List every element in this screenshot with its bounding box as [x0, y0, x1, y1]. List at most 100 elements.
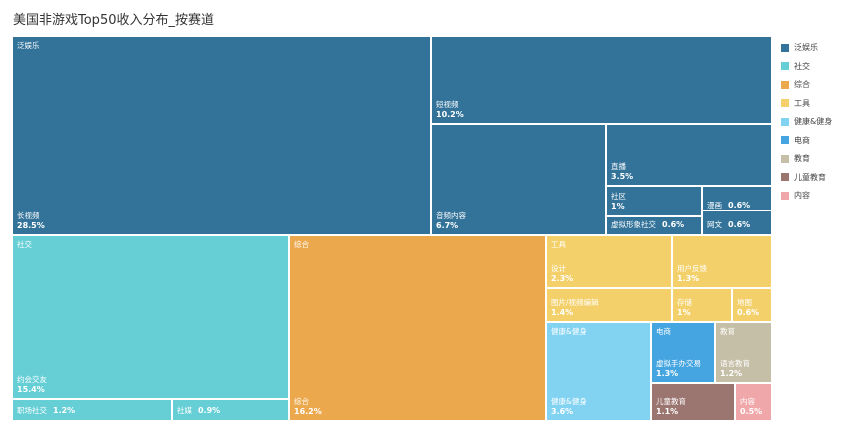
legend-swatch [781, 191, 789, 200]
chart-title: 美国非游戏Top50收入分布_按赛道 [13, 13, 214, 28]
treemap-cell: 短视频 10.2% [431, 36, 772, 124]
treemap-label: 地图 0.6% [737, 298, 759, 318]
treemap-label-name: 短视频 [436, 100, 459, 109]
treemap-label-value: 0.9% [198, 406, 221, 415]
legend-item[interactable]: 内容 [781, 185, 810, 200]
legend-label: 内容 [794, 191, 810, 200]
legend-label: 工具 [794, 98, 810, 108]
treemap-label-value: 1% [611, 202, 625, 211]
treemap-group-title: 泛娱乐 [17, 41, 40, 50]
treemap-label: 长视频 28.5% [17, 211, 45, 231]
legend-swatch [781, 62, 789, 70]
treemap-label: 用户反馈 1.3% [677, 264, 707, 284]
treemap-label-name: 用户反馈 [677, 264, 707, 273]
legend-label: 泛娱乐 [794, 43, 818, 52]
treemap-label-name: 社媒 [177, 406, 192, 415]
treemap-group-title: 工具 [551, 240, 566, 249]
treemap-label-value: 15.4% [17, 385, 45, 394]
treemap-label: 漫画 0.6% [707, 193, 756, 212]
treemap-label-value: 6.7% [436, 221, 459, 230]
treemap-cell: 职场社交 1.2% [12, 399, 172, 421]
treemap-label: 综合 16.2% [294, 397, 322, 417]
treemap-label-value: 16.2% [294, 407, 322, 416]
treemap-label-name: 地图 [737, 298, 752, 307]
treemap-label-name: 音频内容 [436, 211, 466, 220]
treemap-label-name: 约会交友 [17, 375, 47, 384]
legend-item[interactable]: 健康&健身 [781, 111, 832, 126]
legend-swatch [781, 43, 789, 52]
legend-swatch [781, 80, 789, 89]
legend-label: 综合 [794, 80, 810, 89]
legend-item[interactable]: 泛娱乐 [781, 37, 818, 52]
treemap-label-value: 28.5% [17, 221, 45, 230]
treemap-label: 虚拟手办交易 1.3% [656, 359, 701, 379]
treemap-group-title: 社交 [17, 240, 32, 249]
treemap-cell: 儿童教育 1.1% [651, 383, 735, 421]
legend-item[interactable]: 综合 [781, 74, 810, 89]
treemap-cell: 地图 0.6% [732, 288, 772, 322]
legend-item[interactable]: 工具 [781, 93, 810, 108]
treemap-label-value: 1.3% [656, 369, 679, 378]
treemap-cell: 直播 3.5% [606, 124, 772, 186]
treemap-cell: 社交约会交友 15.4% [12, 235, 289, 399]
treemap-label-value: 1.2% [53, 406, 76, 415]
treemap-label-name: 图片/视频编辑 [551, 298, 599, 307]
legend-label: 儿童教育 [794, 172, 826, 182]
treemap-cell: 工具设计 2.3% [546, 235, 672, 288]
treemap-label-value: 2.3% [551, 274, 574, 283]
treemap-label-name: 社区 [611, 192, 626, 201]
treemap-label: 图片/视频编辑 1.4% [551, 298, 599, 318]
treemap-label-value: 1.2% [720, 369, 743, 378]
treemap-label-value: 0.5% [740, 407, 763, 416]
treemap-label: 虚拟形象社交 0.6% [611, 217, 690, 231]
treemap-label: 职场社交 1.2% [17, 400, 81, 417]
treemap-label: 社区 1% [611, 192, 626, 212]
treemap-cell: 教育语言教育 1.2% [715, 322, 772, 383]
legend-swatch [781, 136, 789, 144]
treemap-label-value: 1.4% [551, 308, 574, 317]
treemap-label: 约会交友 15.4% [17, 375, 47, 395]
treemap-label-name: 长视频 [17, 211, 40, 220]
treemap-group-title: 教育 [720, 327, 735, 336]
treemap-label-name: 直播 [611, 162, 626, 171]
treemap-cell: 健康&健身 健康&健身 3.6% [546, 322, 651, 421]
legend-item[interactable]: 教育 [781, 148, 810, 163]
treemap-label-name: 漫画 [707, 201, 722, 210]
treemap-cell: 社媒 0.9% [172, 399, 289, 421]
treemap-label-value: 1% [677, 308, 691, 317]
treemap-label-name: 网文 [707, 220, 722, 229]
treemap-label: 健康&健身 3.6% [551, 397, 587, 417]
treemap-label-name: 设计 [551, 264, 566, 273]
treemap-cell: 电商 虚拟手办交易 1.3% [651, 322, 715, 383]
treemap-group-title: 健康&健身 [551, 327, 587, 336]
treemap-cell: 音频内容 6.7% [431, 124, 606, 235]
treemap-label: 社媒 0.9% [177, 400, 226, 417]
treemap-cell: 内容 0.5% [735, 383, 772, 421]
legend-item[interactable]: 电商 [781, 130, 810, 145]
legend-swatch [781, 99, 789, 107]
treemap-label: 儿童教育 1.1% [656, 397, 686, 417]
legend-label: 教育 [794, 154, 810, 163]
treemap-label-name: 虚拟手办交易 [656, 359, 701, 368]
treemap-label-value: 1.3% [677, 274, 700, 283]
legend-item[interactable]: 社交 [781, 56, 810, 71]
treemap-label: 存储 1% [677, 298, 692, 318]
treemap-label-name: 存储 [677, 298, 692, 307]
treemap-cell: 图片/视频编辑 1.4% [546, 288, 672, 322]
treemap-cell: 综合 综合 16.2% [289, 235, 546, 421]
treemap-label-name: 儿童教育 [656, 397, 686, 406]
legend-item[interactable]: 儿童教育 [781, 167, 826, 182]
treemap-cell: 网文 0.6% [702, 210, 772, 235]
treemap-label: 内容 0.5% [740, 397, 762, 417]
treemap-label-value: 1.1% [656, 407, 679, 416]
treemap-label-name: 健康&健身 [551, 397, 587, 406]
treemap-group-title: 综合 [294, 240, 309, 249]
treemap-label-name: 综合 [294, 397, 309, 406]
legend-swatch [781, 154, 789, 163]
treemap-label: 设计 2.3% [551, 264, 573, 284]
treemap-cell: 泛娱乐长视频 28.5% [12, 36, 431, 235]
treemap-label: 语言教育 1.2% [720, 359, 750, 379]
treemap-label-name: 虚拟形象社交 [611, 220, 656, 229]
treemap-label-value: 0.6% [662, 220, 685, 229]
legend-swatch [781, 173, 789, 181]
